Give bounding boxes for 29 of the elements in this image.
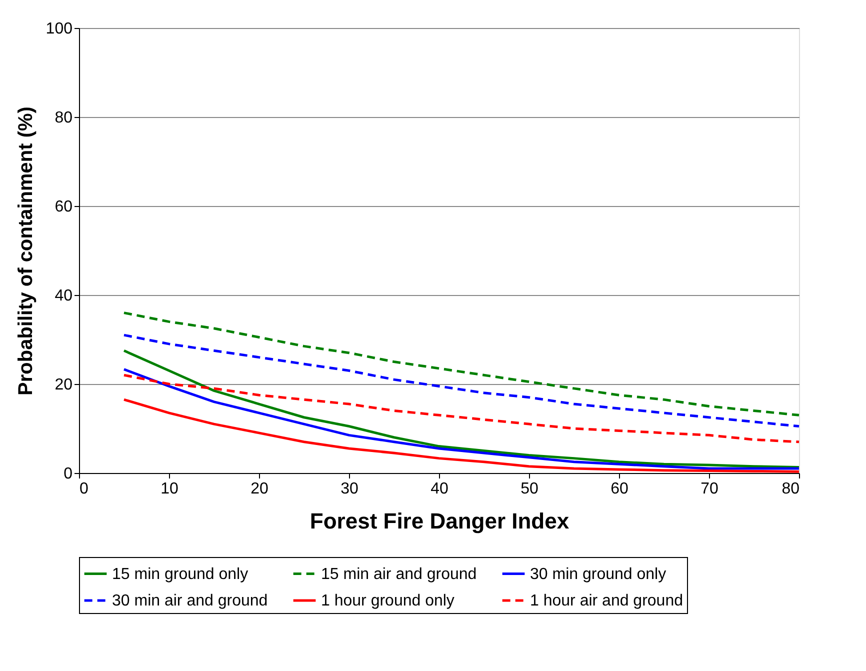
line-series	[122, 334, 800, 428]
legend-label: 30 min air and ground	[112, 592, 268, 610]
legend-label: 15 min air and ground	[321, 566, 477, 583]
line-series	[122, 368, 800, 470]
x-tick-label: 50	[520, 480, 538, 498]
y-tick-label: 100	[46, 20, 73, 38]
y-tick-label: 60	[54, 198, 73, 216]
y-tick-label: 20	[54, 376, 73, 394]
line-series	[122, 398, 800, 473]
line-series	[122, 374, 800, 444]
y-tick-label: 40	[54, 288, 73, 304]
legend-label: 1 hour ground only	[321, 592, 454, 610]
x-tick-label: 30	[340, 480, 358, 498]
legend-label: 15 min ground only	[112, 566, 248, 583]
x-tick-label: 60	[610, 480, 628, 498]
x-tick-label: 10	[160, 480, 178, 498]
x-tick-label: 40	[430, 480, 448, 498]
y-tick-label: 0	[64, 466, 73, 482]
y-axis-title: Probability of containment (%)	[14, 106, 37, 396]
line-series	[122, 312, 800, 416]
x-tick-label: 80	[782, 480, 800, 498]
x-axis-title: Forest Fire Danger Index	[310, 508, 570, 534]
x-tick-label: 20	[250, 480, 268, 498]
legend-label: 1 hour air and ground	[530, 592, 683, 610]
line-series	[122, 349, 800, 468]
y-tick-label: 80	[54, 110, 73, 126]
x-tick-label: 0	[80, 480, 88, 498]
x-tick-label: 70	[700, 480, 718, 498]
legend-label: 30 min ground only	[530, 566, 666, 583]
